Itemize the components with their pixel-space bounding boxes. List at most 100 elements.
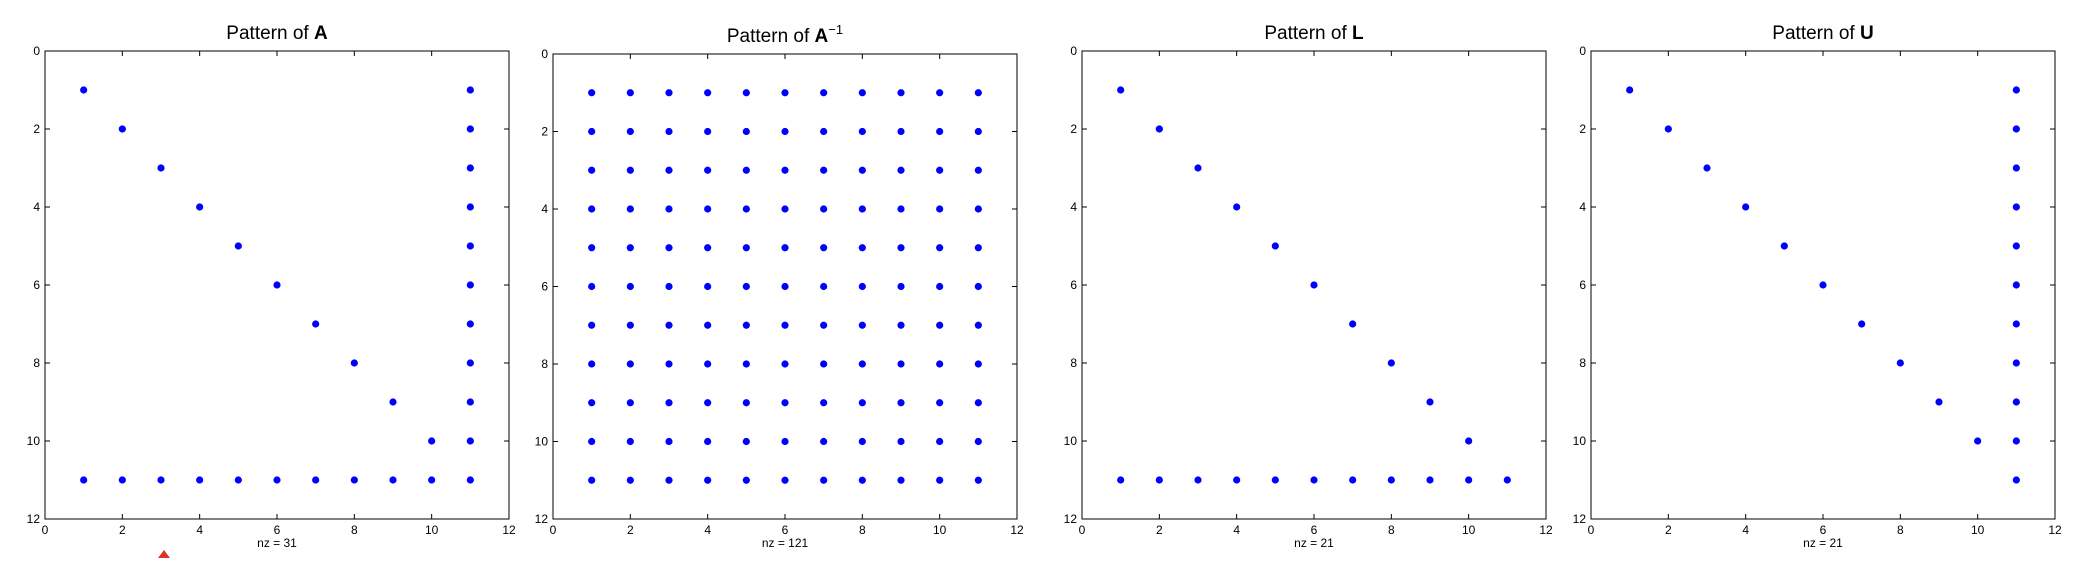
nonzero-marker <box>1896 359 1904 367</box>
y-tick-label: 12 <box>1064 512 1078 526</box>
nonzero-marker <box>858 127 866 136</box>
nonzero-marker <box>428 437 436 445</box>
nonzero-marker <box>466 359 474 367</box>
y-tick-label: 4 <box>1070 200 1077 214</box>
nz-count-label: nz = 31 <box>257 536 297 550</box>
nonzero-marker <box>936 437 944 446</box>
nonzero-marker <box>704 476 712 484</box>
nonzero-marker <box>626 282 634 291</box>
y-tick-label: 6 <box>541 280 548 294</box>
nonzero-marker <box>1349 320 1357 328</box>
nonzero-marker <box>118 125 126 133</box>
nonzero-marker <box>665 89 673 97</box>
y-tick-label: 12 <box>1573 512 1587 526</box>
y-tick-label: 12 <box>27 512 41 526</box>
nonzero-marker <box>742 399 750 407</box>
nonzero-marker <box>820 399 828 407</box>
nonzero-marker <box>665 166 673 174</box>
nonzero-marker <box>974 399 982 407</box>
x-tick-label: 6 <box>1311 523 1318 537</box>
nonzero-marker <box>897 127 905 136</box>
title-matrix: U <box>1860 23 1874 44</box>
nonzero-marker <box>974 476 982 484</box>
nonzero-marker <box>273 281 281 289</box>
nonzero-marker <box>588 166 596 174</box>
nonzero-marker <box>1155 476 1163 484</box>
nonzero-marker <box>974 89 982 97</box>
x-tick-label: 6 <box>1820 523 1827 537</box>
nonzero-marker <box>196 476 204 484</box>
nonzero-marker <box>466 242 474 250</box>
plot-title: Pattern of A <box>226 23 328 44</box>
nonzero-marker <box>936 166 944 174</box>
nonzero-marker <box>665 282 673 291</box>
x-tick-label: 4 <box>1742 523 1749 537</box>
nonzero-marker <box>858 89 866 97</box>
plot-title: Pattern of L <box>1264 23 1364 44</box>
nonzero-marker <box>974 282 982 291</box>
nonzero-marker <box>665 127 673 136</box>
nonzero-marker <box>626 437 634 446</box>
nonzero-marker <box>466 125 474 133</box>
nonzero-marker <box>588 399 596 407</box>
x-tick-label: 2 <box>119 523 126 537</box>
title-prefix: Pattern of <box>1264 23 1352 44</box>
nonzero-marker <box>466 164 474 172</box>
nonzero-marker <box>704 89 712 97</box>
x-tick-label: 0 <box>1588 523 1595 537</box>
nonzero-marker <box>273 476 281 484</box>
nonzero-marker <box>820 321 828 329</box>
nonzero-marker <box>820 244 828 252</box>
nonzero-marker <box>1271 476 1279 484</box>
nonzero-marker <box>781 321 789 329</box>
y-tick-label: 2 <box>1070 122 1077 136</box>
title-matrix: A <box>314 23 328 44</box>
nonzero-marker <box>350 359 358 367</box>
nonzero-marker <box>858 399 866 407</box>
plot-title: Pattern of U <box>1772 23 1873 44</box>
nonzero-marker <box>626 127 634 136</box>
y-tick-label: 10 <box>1064 434 1078 448</box>
nonzero-marker <box>665 244 673 252</box>
nonzero-marker <box>858 244 866 252</box>
y-tick-label: 8 <box>1070 356 1077 370</box>
nonzero-marker <box>781 205 789 213</box>
x-tick-label: 12 <box>1010 523 1024 537</box>
y-tick-label: 4 <box>33 200 40 214</box>
x-tick-label: 10 <box>425 523 439 537</box>
nonzero-marker <box>858 205 866 213</box>
nonzero-marker <box>118 476 126 484</box>
plot-title: Pattern of A−1 <box>727 22 843 47</box>
y-tick-label: 2 <box>541 125 548 139</box>
nonzero-marker <box>897 360 905 368</box>
x-tick-label: 2 <box>1156 523 1163 537</box>
nonzero-marker <box>936 89 944 97</box>
y-tick-label: 4 <box>1579 200 1586 214</box>
nonzero-marker <box>2012 203 2020 211</box>
x-tick-label: 10 <box>1462 523 1476 537</box>
title-matrix: A <box>815 26 829 47</box>
nonzero-marker <box>820 127 828 136</box>
nonzero-marker <box>1426 476 1434 484</box>
nonzero-marker <box>858 476 866 484</box>
nonzero-marker <box>974 205 982 213</box>
y-tick-label: 2 <box>33 122 40 136</box>
title-prefix: Pattern of <box>226 23 314 44</box>
nonzero-marker <box>704 437 712 446</box>
nonzero-marker <box>234 242 242 250</box>
nz-count-label: nz = 21 <box>1294 536 1334 550</box>
nonzero-marker <box>1426 398 1434 406</box>
nonzero-marker <box>820 437 828 446</box>
nonzero-marker <box>196 203 204 211</box>
nonzero-marker <box>466 437 474 445</box>
nonzero-marker <box>1465 437 1473 445</box>
x-tick-label: 6 <box>782 523 789 537</box>
nonzero-marker <box>1664 125 1672 133</box>
nonzero-marker <box>781 127 789 136</box>
nonzero-marker <box>974 166 982 174</box>
nonzero-marker <box>1819 281 1827 289</box>
nonzero-marker <box>1626 86 1634 94</box>
